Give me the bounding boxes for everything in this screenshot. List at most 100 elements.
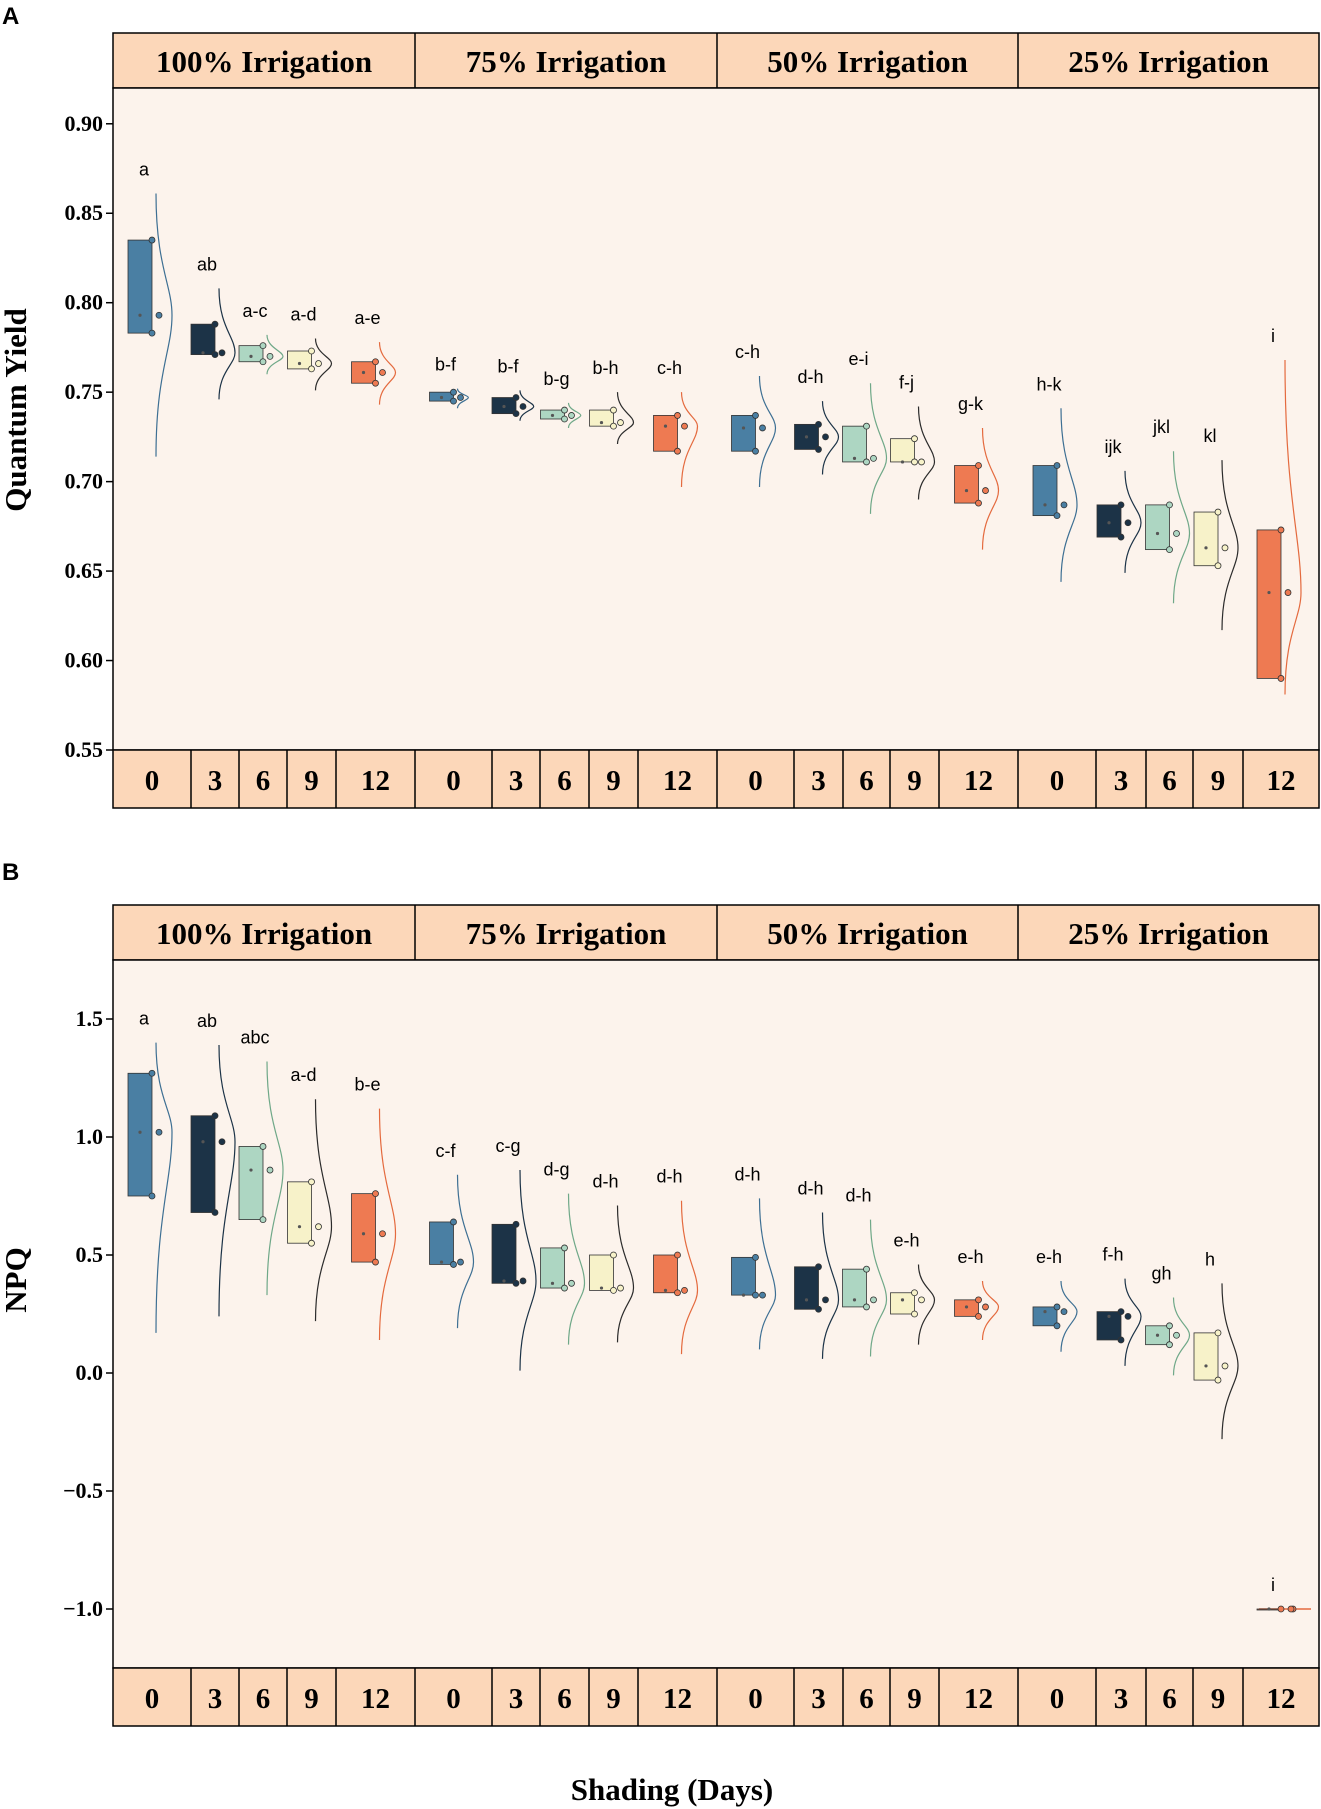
data-point (975, 1312, 982, 1320)
data-point (1166, 1322, 1173, 1330)
mean-dot (852, 456, 857, 460)
x-tick-label: 12 (964, 1683, 993, 1715)
density-curve (1124, 1278, 1142, 1366)
significance-letter: gh (1151, 1263, 1171, 1283)
data-point (759, 1291, 766, 1299)
mean-box (890, 1292, 915, 1315)
data-point (1053, 1303, 1061, 1311)
density-curve (314, 1099, 333, 1322)
significance-letter: jkl (1152, 417, 1170, 437)
density-curve (981, 427, 1000, 550)
mean-dot (900, 460, 905, 464)
x-tick-label: 9 (1211, 1683, 1226, 1715)
density-curve (1284, 359, 1302, 695)
data-point (674, 1289, 681, 1297)
significance-letter: b-g (543, 369, 569, 389)
mean-dot (297, 1225, 302, 1229)
facet-label: 75% Irrigation (466, 44, 667, 79)
density-curve (1060, 408, 1078, 582)
significance-letter: ab (197, 1011, 217, 1031)
data-point (918, 1296, 925, 1304)
data-point (1117, 501, 1125, 509)
density-curve (1172, 1297, 1191, 1376)
data-point (211, 1112, 219, 1120)
y-tick-label: 0.85 (65, 200, 104, 225)
data-point (752, 1291, 759, 1299)
data-point (211, 1209, 219, 1216)
day-strip-band (112, 749, 1320, 809)
y-tick-label: 0.65 (65, 558, 104, 583)
data-point (982, 487, 989, 494)
density-curve (680, 1200, 699, 1355)
mean-dot (804, 435, 809, 439)
significance-letter: c-h (735, 342, 760, 362)
significance-letter: b-h (592, 358, 618, 378)
data-point (1166, 1341, 1173, 1349)
x-tick-label: 0 (446, 1683, 461, 1715)
data-point (911, 1310, 918, 1318)
data-point (1053, 462, 1061, 469)
density-curve (1124, 470, 1142, 573)
data-point (674, 1251, 681, 1259)
data-point (1053, 512, 1061, 520)
data-point (1221, 544, 1229, 552)
density-curve (456, 1174, 475, 1329)
data-point (259, 1216, 267, 1223)
x-tick-label: 6 (256, 1683, 271, 1715)
data-point (561, 1244, 568, 1252)
mean-box (127, 1072, 153, 1197)
facet-strip-band (112, 904, 1320, 961)
data-point (975, 499, 982, 507)
mean-dot (502, 1279, 506, 1283)
mean-dot (1155, 1333, 1160, 1337)
data-point (1277, 1605, 1285, 1613)
significance-letter: i (1271, 326, 1275, 346)
data-point (308, 365, 315, 373)
data-point (1166, 546, 1173, 554)
mean-box (287, 350, 312, 370)
data-point (561, 1284, 568, 1292)
x-tick-label: 6 (1162, 765, 1177, 797)
data-point (519, 403, 527, 410)
mean-box (1032, 465, 1058, 517)
significance-letter: ab (197, 254, 217, 274)
density-curve (519, 390, 535, 421)
y-tick-label: 1.5 (76, 1006, 104, 1031)
data-point (1124, 519, 1132, 527)
data-point (1277, 675, 1285, 682)
data-point (148, 1192, 156, 1200)
data-point (372, 1258, 379, 1266)
density-curve (1221, 1283, 1239, 1440)
density-curve (1060, 1280, 1078, 1352)
data-point (266, 352, 274, 360)
mean-dot (201, 1140, 205, 1144)
data-point (561, 415, 568, 423)
mean-dot (550, 413, 555, 418)
mean-box (589, 1254, 614, 1291)
data-point (148, 236, 156, 244)
density-curve (821, 1212, 840, 1359)
y-tick-label: 0.0 (76, 1360, 104, 1385)
mean-dot (439, 395, 444, 400)
data-point (1214, 1329, 1222, 1337)
data-point (1053, 1322, 1061, 1330)
data-point (308, 1239, 315, 1247)
mean-box (653, 1254, 678, 1294)
mean-dot (502, 404, 506, 409)
x-tick-label: 3 (509, 1683, 524, 1715)
significance-letter: ijk (1105, 437, 1123, 457)
mean-box (842, 425, 867, 463)
y-tick-label: 0.75 (65, 379, 104, 404)
data-point (863, 1265, 870, 1273)
x-tick-label: 0 (446, 765, 461, 797)
significance-letter: d-h (845, 1186, 871, 1206)
data-point (918, 458, 925, 466)
density-curve (1172, 451, 1191, 604)
mean-box (731, 415, 756, 452)
day-strip-band (112, 1667, 1320, 1727)
mean-dot (550, 1281, 555, 1285)
data-point (1173, 530, 1180, 537)
panel-a: 100% Irrigation 75% Irrigation 50% Irrigat… (0, 32, 1320, 809)
data-point (1060, 1308, 1068, 1316)
